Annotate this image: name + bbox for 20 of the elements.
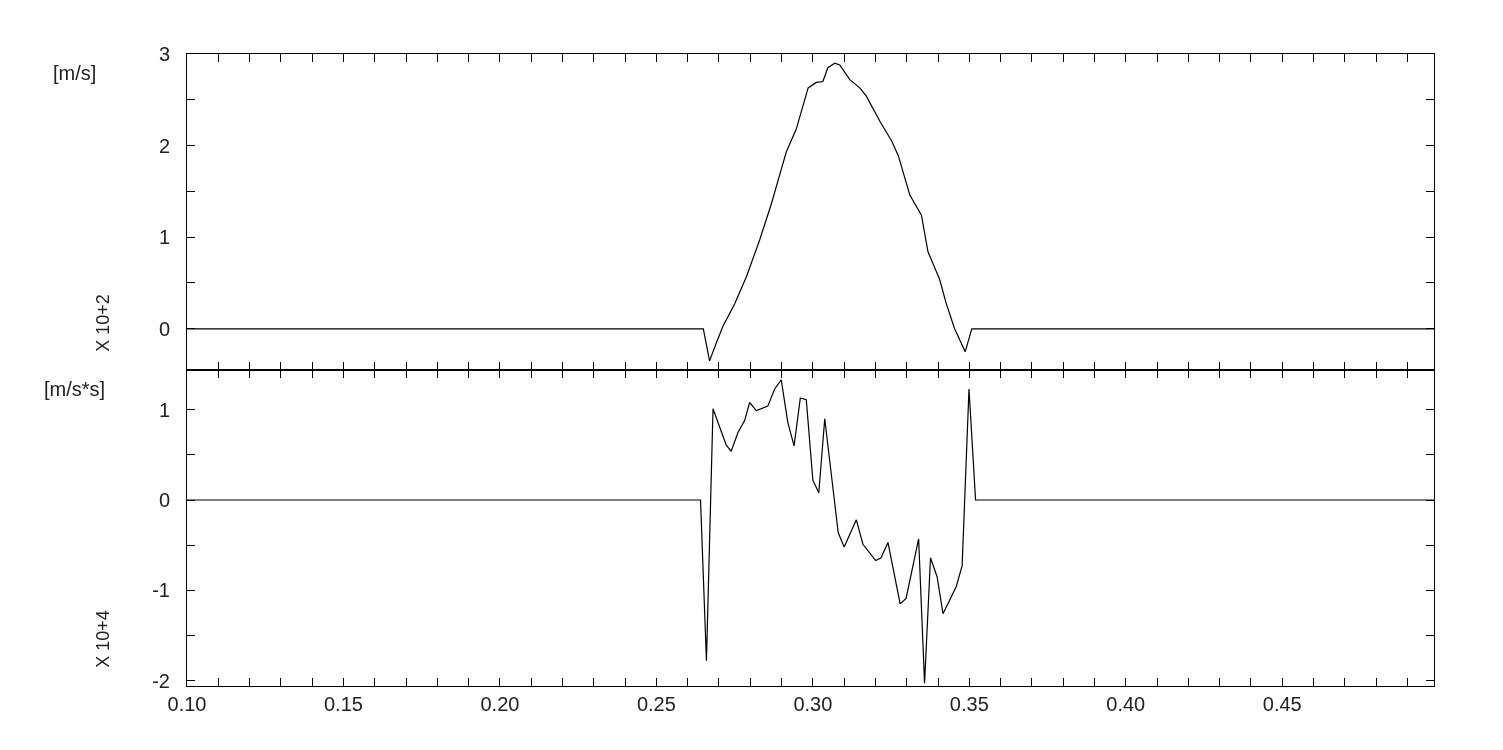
- y-tick-label: 0: [158, 489, 170, 512]
- x-tick-label: 0.30: [793, 693, 833, 715]
- y-tick-label: 1: [158, 398, 170, 421]
- y-axis-title: [m/s*s]: [44, 378, 106, 400]
- x-tick-label: 0.25: [636, 693, 676, 715]
- x-tick-label: 0.45: [1262, 693, 1302, 715]
- y-tick-label: 3: [158, 43, 170, 65]
- x-tick-label: 0.20: [480, 693, 520, 715]
- y-axis-title: [m/s]: [53, 62, 97, 84]
- x-tick-label: 0.15: [323, 693, 363, 715]
- text: X 10+4: [92, 610, 113, 668]
- text: X 10+2: [92, 294, 113, 352]
- y-tick-label: -1: [152, 579, 170, 602]
- x-tick-label: 0.10: [167, 693, 207, 715]
- y-tick-label: 2: [158, 134, 170, 157]
- x-tick-label: 0.40: [1106, 693, 1146, 715]
- y-tick-label: 1: [158, 226, 170, 249]
- x-tick-label: 0.35: [949, 693, 989, 715]
- y-tick-label: -2: [152, 669, 170, 692]
- y-tick-label: 0: [158, 317, 170, 340]
